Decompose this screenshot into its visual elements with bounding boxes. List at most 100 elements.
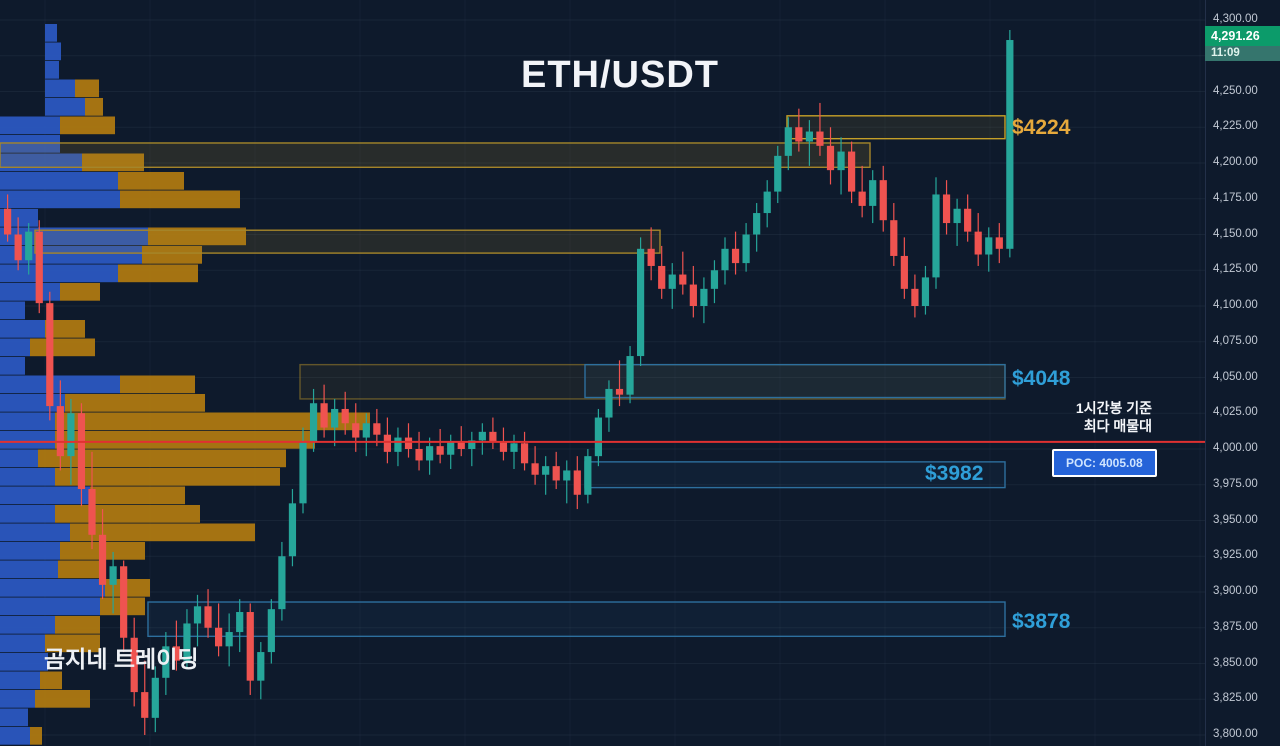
candle[interactable] <box>710 270 719 289</box>
candle[interactable] <box>141 692 149 718</box>
candle[interactable] <box>985 237 993 255</box>
candle[interactable] <box>848 151 856 192</box>
candle[interactable] <box>88 489 96 535</box>
candle[interactable] <box>784 127 792 156</box>
candle[interactable] <box>130 637 138 693</box>
last-price-badge[interactable]: 4,291.26 11:09 <box>1205 26 1280 61</box>
candle[interactable] <box>879 180 887 221</box>
candle[interactable] <box>584 456 592 495</box>
candle[interactable] <box>858 191 866 206</box>
candle[interactable] <box>478 431 486 441</box>
candle[interactable] <box>25 231 33 261</box>
candle[interactable] <box>299 441 307 504</box>
candle[interactable] <box>995 237 1003 249</box>
candle[interactable] <box>457 441 465 449</box>
candle[interactable] <box>468 440 476 449</box>
candle[interactable] <box>1006 40 1014 249</box>
candle[interactable] <box>56 406 64 457</box>
zone-gold[interactable] <box>34 229 661 254</box>
candle[interactable] <box>552 466 560 481</box>
candle[interactable] <box>615 388 624 395</box>
candle[interactable] <box>647 248 655 266</box>
candle[interactable] <box>763 191 771 214</box>
candle[interactable] <box>46 303 54 407</box>
price-level-label[interactable]: $4224 <box>1012 115 1071 139</box>
candle[interactable] <box>573 470 581 495</box>
zone-gold[interactable] <box>0 142 871 168</box>
candle[interactable] <box>120 566 128 638</box>
candle[interactable] <box>278 556 286 610</box>
candle[interactable] <box>109 566 117 585</box>
candle[interactable] <box>742 234 750 264</box>
price-axis[interactable]: 4,300.004,275.004,250.004,225.004,200.00… <box>1205 0 1280 746</box>
zone-blue[interactable] <box>584 363 1006 399</box>
candle[interactable] <box>404 437 413 449</box>
candle[interactable] <box>204 606 212 628</box>
candle[interactable] <box>531 463 539 475</box>
candle[interactable] <box>373 423 381 435</box>
candle[interactable] <box>689 284 697 306</box>
candle[interactable] <box>816 131 824 146</box>
candle[interactable] <box>183 623 191 661</box>
candle[interactable] <box>352 423 360 438</box>
poc-label[interactable]: POC: 4005.08 <box>1052 449 1157 477</box>
price-level-label[interactable]: $3878 <box>1012 610 1071 634</box>
candle[interactable] <box>837 151 845 171</box>
candle[interactable] <box>172 646 180 661</box>
candle[interactable] <box>383 434 391 452</box>
candle[interactable] <box>225 632 233 647</box>
zone-blue[interactable] <box>147 601 1006 638</box>
candle[interactable] <box>193 606 202 624</box>
candle[interactable] <box>700 288 708 306</box>
candle[interactable] <box>215 627 223 647</box>
candle[interactable] <box>974 231 982 255</box>
candle[interactable] <box>520 443 529 464</box>
candle[interactable] <box>753 213 761 235</box>
candle[interactable] <box>869 180 877 206</box>
candle[interactable] <box>447 441 455 455</box>
candle[interactable] <box>331 408 339 428</box>
candle[interactable] <box>721 248 729 271</box>
price-chart-canvas[interactable] <box>0 0 1205 746</box>
candle[interactable] <box>236 612 244 633</box>
zone-blue[interactable] <box>584 461 1006 489</box>
candle[interactable] <box>795 127 803 142</box>
candle[interactable] <box>35 231 43 304</box>
candle[interactable] <box>510 443 518 452</box>
candle[interactable] <box>98 534 107 585</box>
candle[interactable] <box>257 652 265 681</box>
candle[interactable] <box>362 423 370 438</box>
candle[interactable] <box>637 248 645 357</box>
candle[interactable] <box>246 612 254 681</box>
candle[interactable] <box>341 408 349 424</box>
candle[interactable] <box>288 503 297 557</box>
candle[interactable] <box>921 277 930 306</box>
candle[interactable] <box>542 466 550 475</box>
candle[interactable] <box>668 274 676 289</box>
candle[interactable] <box>911 288 919 306</box>
candle[interactable] <box>499 441 508 452</box>
candle[interactable] <box>826 145 835 171</box>
candle[interactable] <box>415 449 423 461</box>
price-level-label[interactable]: $3982 <box>925 461 984 485</box>
candle[interactable] <box>932 194 940 278</box>
candle[interactable] <box>426 446 434 461</box>
candle[interactable] <box>14 234 22 261</box>
candle[interactable] <box>151 677 159 718</box>
candle[interactable] <box>658 265 666 289</box>
candle[interactable] <box>309 403 318 442</box>
candle[interactable] <box>626 356 634 395</box>
candle[interactable] <box>436 446 444 455</box>
candle[interactable] <box>890 220 898 256</box>
candle[interactable] <box>774 155 782 192</box>
candle[interactable] <box>489 431 497 442</box>
candle[interactable] <box>964 208 972 232</box>
candle[interactable] <box>77 413 86 490</box>
candle[interactable] <box>4 208 12 235</box>
candle[interactable] <box>563 470 571 481</box>
candle[interactable] <box>731 248 740 264</box>
candle[interactable] <box>953 208 961 224</box>
candle[interactable] <box>267 609 275 653</box>
candle[interactable] <box>805 131 813 142</box>
candle[interactable] <box>605 388 613 418</box>
